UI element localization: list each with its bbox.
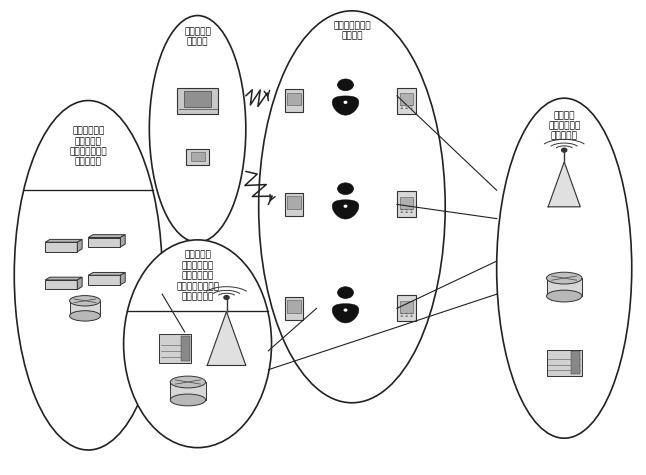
Bar: [70, 301, 100, 316]
Polygon shape: [45, 277, 82, 280]
Ellipse shape: [171, 394, 205, 406]
Ellipse shape: [70, 295, 100, 306]
Ellipse shape: [344, 205, 347, 207]
Bar: [397, 295, 416, 321]
Bar: [547, 278, 582, 296]
Polygon shape: [45, 239, 82, 242]
Bar: [287, 300, 301, 313]
Text: 水文水环境
监测仪器: 水文水环境 监测仪器: [184, 28, 211, 47]
Polygon shape: [332, 304, 359, 323]
Ellipse shape: [401, 211, 403, 213]
Bar: [571, 351, 580, 374]
Ellipse shape: [410, 105, 413, 106]
Ellipse shape: [224, 295, 229, 299]
Ellipse shape: [344, 309, 347, 311]
Ellipse shape: [401, 313, 403, 314]
Text: 中心数据库
总体处理模块
数据处理模块
测量结束信号模块
信息告知模块: 中心数据库 总体处理模块 数据处理模块 测量结束信号模块 信息告知模块: [176, 251, 219, 301]
Polygon shape: [120, 235, 125, 247]
Ellipse shape: [410, 209, 413, 210]
Ellipse shape: [405, 209, 408, 210]
Bar: [191, 152, 205, 161]
Ellipse shape: [410, 108, 413, 109]
Ellipse shape: [410, 211, 413, 213]
Ellipse shape: [338, 183, 353, 195]
Bar: [287, 196, 301, 209]
Ellipse shape: [410, 313, 413, 314]
Text: 移动终端、手机
监测人员: 移动终端、手机 监测人员: [333, 21, 371, 41]
Bar: [171, 382, 205, 400]
Ellipse shape: [70, 311, 100, 321]
Ellipse shape: [547, 290, 582, 302]
Polygon shape: [89, 235, 125, 238]
Ellipse shape: [171, 376, 205, 388]
Bar: [184, 92, 211, 107]
Ellipse shape: [401, 105, 403, 106]
Polygon shape: [89, 238, 120, 247]
Polygon shape: [548, 162, 580, 207]
Ellipse shape: [338, 287, 353, 298]
Ellipse shape: [405, 313, 408, 314]
Bar: [285, 193, 303, 216]
Bar: [186, 149, 209, 165]
Polygon shape: [78, 277, 82, 289]
Polygon shape: [78, 239, 82, 252]
Ellipse shape: [401, 108, 403, 109]
Ellipse shape: [401, 209, 403, 210]
Ellipse shape: [14, 101, 162, 450]
Text: 任务处理模块
任务数据库
地理信息数据库
仪器数据库: 任务处理模块 任务数据库 地理信息数据库 仪器数据库: [69, 126, 107, 167]
Text: 短信网关
交叉认证系统
员工数据库: 短信网关 交叉认证系统 员工数据库: [548, 111, 580, 141]
Ellipse shape: [149, 16, 246, 242]
Bar: [400, 197, 413, 209]
Bar: [287, 93, 301, 105]
Ellipse shape: [405, 108, 408, 109]
Ellipse shape: [405, 105, 408, 106]
Ellipse shape: [123, 240, 271, 447]
Bar: [397, 87, 416, 114]
Polygon shape: [89, 273, 125, 276]
Ellipse shape: [258, 11, 445, 403]
Bar: [400, 301, 413, 313]
Bar: [547, 350, 582, 376]
Ellipse shape: [401, 315, 403, 317]
Bar: [176, 87, 218, 114]
Ellipse shape: [405, 315, 408, 317]
Bar: [397, 191, 416, 218]
Bar: [159, 334, 191, 362]
Ellipse shape: [547, 272, 582, 284]
Bar: [182, 336, 189, 361]
Ellipse shape: [561, 148, 567, 152]
Polygon shape: [45, 280, 78, 289]
Polygon shape: [120, 273, 125, 285]
Ellipse shape: [338, 79, 353, 91]
Bar: [285, 89, 303, 112]
Bar: [400, 94, 413, 105]
Ellipse shape: [497, 98, 632, 438]
Polygon shape: [332, 200, 359, 219]
Polygon shape: [207, 312, 246, 365]
Polygon shape: [45, 242, 78, 252]
Ellipse shape: [405, 211, 408, 213]
Ellipse shape: [410, 315, 413, 317]
Polygon shape: [89, 276, 120, 285]
Bar: [285, 297, 303, 320]
Polygon shape: [332, 96, 359, 115]
Ellipse shape: [344, 101, 347, 103]
